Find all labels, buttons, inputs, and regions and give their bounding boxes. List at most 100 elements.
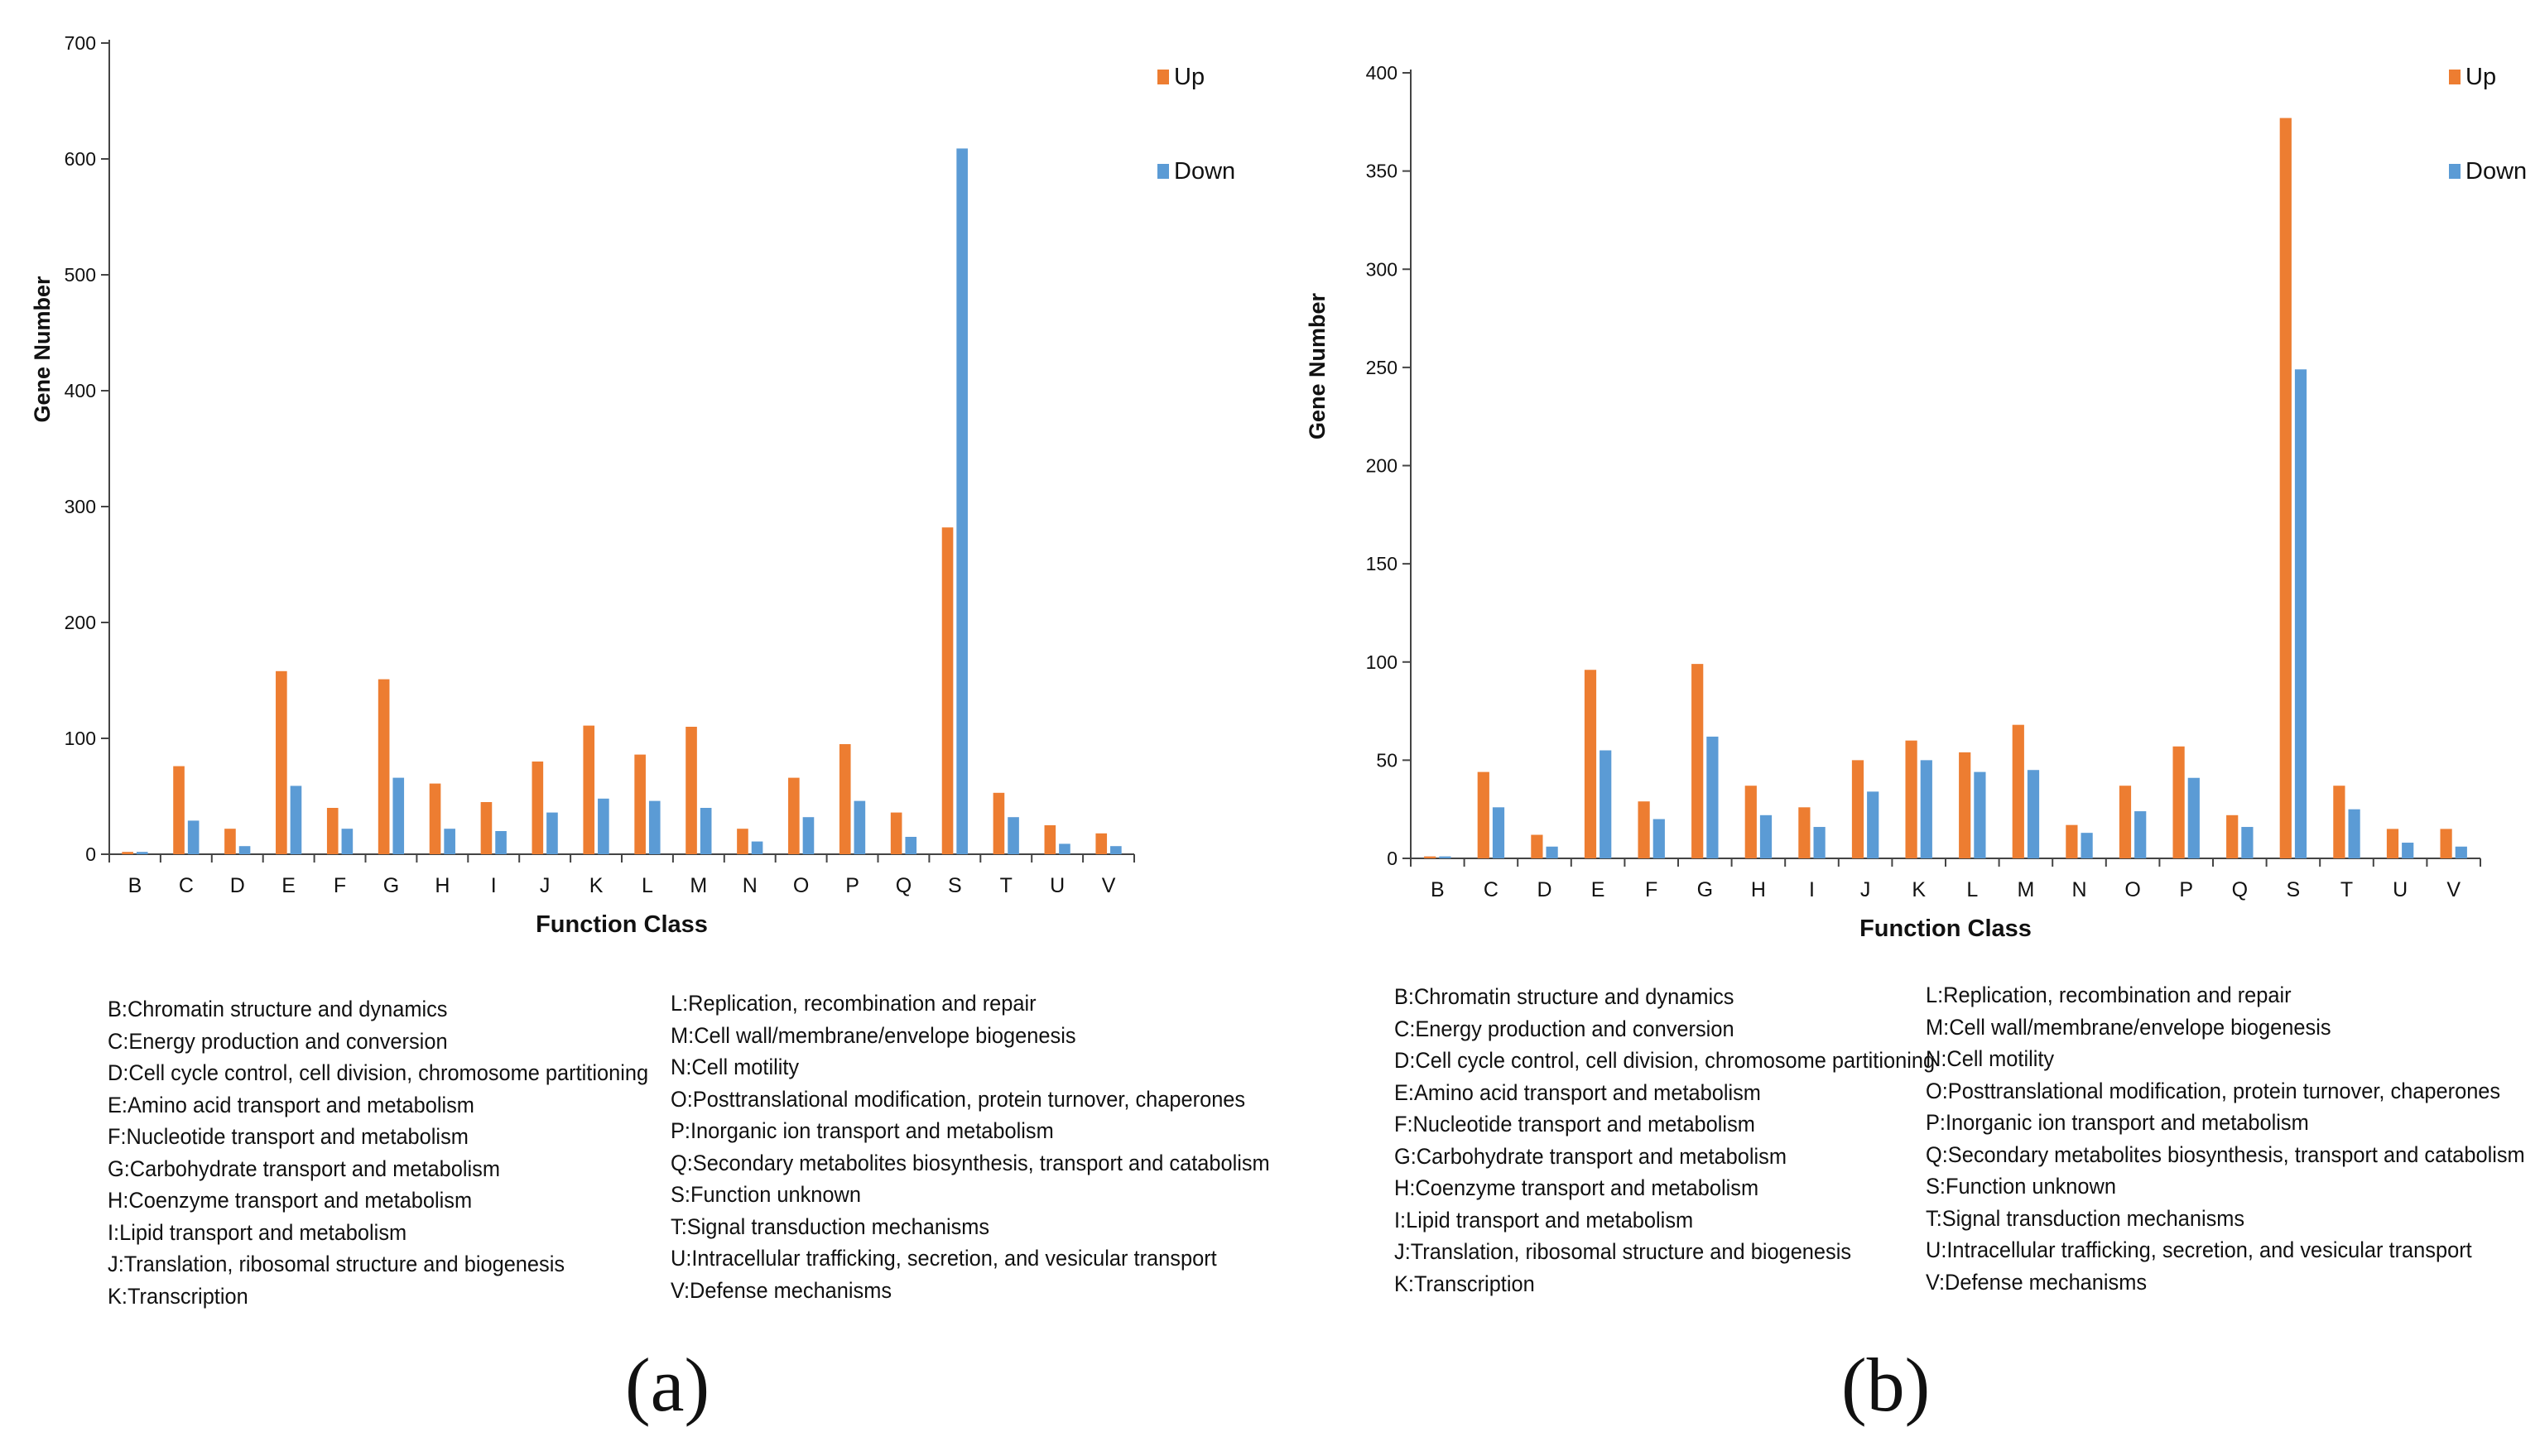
y-tick-label: 500 <box>65 264 96 286</box>
class-legend-a-col2: L:Replication, recombination and repair … <box>671 987 1270 1306</box>
bar-up-M <box>686 727 697 854</box>
bar-up-Q <box>890 812 902 854</box>
bar-up-O <box>2119 786 2132 858</box>
bar-up-C <box>1477 771 1489 858</box>
panel-a: 0 100 200 300 400 500 600 700 B C D E F G H I J K L M N O P Q S T… <box>30 32 1270 1427</box>
legend-line: P:Inorganic ion transport and metabolism <box>671 1118 1054 1143</box>
bar-down-V <box>2455 846 2467 858</box>
bar-down-M <box>2027 770 2040 858</box>
legend-line: J:Translation, ribosomal structure and b… <box>108 1252 565 1276</box>
x-tick-label: F <box>1645 878 1657 901</box>
legend-line: B:Chromatin structure and dynamics <box>108 997 448 1021</box>
y-tick-label: 400 <box>1366 62 1397 84</box>
bar-down-O <box>802 817 815 854</box>
panel-label-a: (a) <box>625 1343 710 1427</box>
x-tick-label: T <box>1000 874 1013 897</box>
x-tick-label: S <box>2287 878 2301 901</box>
bar-up-T <box>2333 786 2345 858</box>
x-tick-label: D <box>1537 878 1551 901</box>
y-tick-label: 200 <box>65 612 96 633</box>
legend-line: C:Energy production and conversion <box>1394 1016 1734 1041</box>
legend-swatch-up <box>2449 70 2461 84</box>
bar-up-I <box>480 802 493 854</box>
x-tick-label: G <box>383 874 399 897</box>
x-axis-title: Function Class <box>1859 915 2032 942</box>
legend-line: E:Amino acid transport and metabolism <box>1394 1079 1761 1105</box>
x-tick-label: E <box>1591 878 1605 901</box>
y-tick-label: 600 <box>65 148 96 170</box>
legend-line: T:Signal transduction mechanisms <box>671 1213 990 1239</box>
legend-line: G:Carbohydrate transport and metabolism <box>1394 1143 1787 1169</box>
bar-down-K <box>598 798 609 854</box>
x-tick-label: I <box>1809 878 1815 901</box>
bar-down-L <box>1974 771 1986 858</box>
y-tick-label: 0 <box>1387 848 1397 869</box>
bar-up-O <box>788 777 800 854</box>
bar-up-J <box>532 762 544 854</box>
legend-label-up: Up <box>1174 64 1205 90</box>
bar-down-C <box>1492 807 1505 858</box>
panel-label-b: (b) <box>1841 1343 1931 1427</box>
bar-up-E <box>1584 670 1597 858</box>
legend-line: J:Translation, ribosomal structure and b… <box>1394 1239 1852 1264</box>
x-tick-label: D <box>230 874 245 897</box>
bar-down-N <box>2081 833 2093 858</box>
x-tick-label: B <box>1431 878 1445 901</box>
x-tick-label: V <box>1102 874 1116 897</box>
legend-swatch-down <box>1157 164 1169 179</box>
x-tick-label: L <box>1966 878 1978 901</box>
legend-line: D:Cell cycle control, cell division, chr… <box>108 1060 649 1085</box>
bar-down-M <box>700 808 712 854</box>
bar-up-H <box>429 783 441 854</box>
x-tick-label: U <box>1050 874 1065 897</box>
bar-down-E <box>290 786 302 854</box>
bar-up-M <box>2012 724 2024 858</box>
legend-label-down: Down <box>2465 158 2527 185</box>
bar-up-C <box>173 766 185 854</box>
bar-up-B <box>122 852 133 854</box>
chart-b: 0 50 100 150 200 250 300 350 400 B C D E F G H I J K L M N O P Q… <box>1305 62 2527 942</box>
panel-b: 0 50 100 150 200 250 300 350 400 B C D E F G H I J K L M N O P Q… <box>1270 0 2540 1456</box>
bar-up-F <box>1638 801 1650 858</box>
class-legend-a-col1: B:Chromatin structure and dynamics C:Ene… <box>108 993 648 1312</box>
bar-down-E <box>1600 750 1612 858</box>
x-tick-label: M <box>690 874 707 897</box>
bar-down-B <box>136 852 148 854</box>
y-tick-label: 700 <box>65 32 96 54</box>
x-tick-label: L <box>642 874 653 897</box>
x-tick-label: U <box>2393 878 2408 901</box>
x-tick-label: T <box>2340 878 2353 901</box>
x-tick-label: S <box>948 874 962 897</box>
y-axis-title: Gene Number <box>1305 292 1330 440</box>
legend-line: I:Lipid transport and metabolism <box>1394 1207 1694 1233</box>
bar-up-N <box>737 829 748 854</box>
x-tick-label: Q <box>2232 878 2248 901</box>
bar-up-Q <box>2226 814 2239 858</box>
legend-line: C:Energy production and conversion <box>108 1028 448 1054</box>
legend-line: B:Chromatin structure and dynamics <box>1394 984 1734 1009</box>
legend-line: E:Amino acid transport and metabolism <box>108 1092 474 1117</box>
legend-line: L:Replication, recombination and repair <box>671 991 1037 1016</box>
legend-line: L:Replication, recombination and repair <box>1926 983 2292 1007</box>
x-tick-label: P <box>2179 878 2193 901</box>
bar-down-P <box>2187 777 2200 858</box>
bar-up-T <box>993 792 1005 854</box>
y-axis-title: Gene Number <box>30 276 55 423</box>
bar-up-K <box>583 725 595 854</box>
bar-up-G <box>1691 664 1704 858</box>
legend-line: V:Defense mechanisms <box>1926 1269 2148 1295</box>
legend-line: O:Posttranslational modification, protei… <box>671 1086 1246 1112</box>
bar-down-G <box>392 777 405 854</box>
legend-line: P:Inorganic ion transport and metabolism <box>1926 1110 2309 1135</box>
bar-down-J <box>1867 791 1879 858</box>
legend-line: Q:Secondary metabolites biosynthesis, tr… <box>671 1150 1270 1175</box>
bar-up-V <box>1095 833 1108 854</box>
legend-line: K:Transcription <box>1394 1271 1535 1296</box>
legend-line: S:Function unknown <box>671 1182 861 1207</box>
legend-line: H:Coenzyme transport and metabolism <box>1394 1175 1759 1200</box>
x-tick-label: B <box>128 874 142 897</box>
bar-down-S <box>2294 369 2307 858</box>
x-tick-label: O <box>793 874 809 897</box>
x-tick-label: H <box>435 874 450 897</box>
bar-down-S <box>956 148 968 854</box>
